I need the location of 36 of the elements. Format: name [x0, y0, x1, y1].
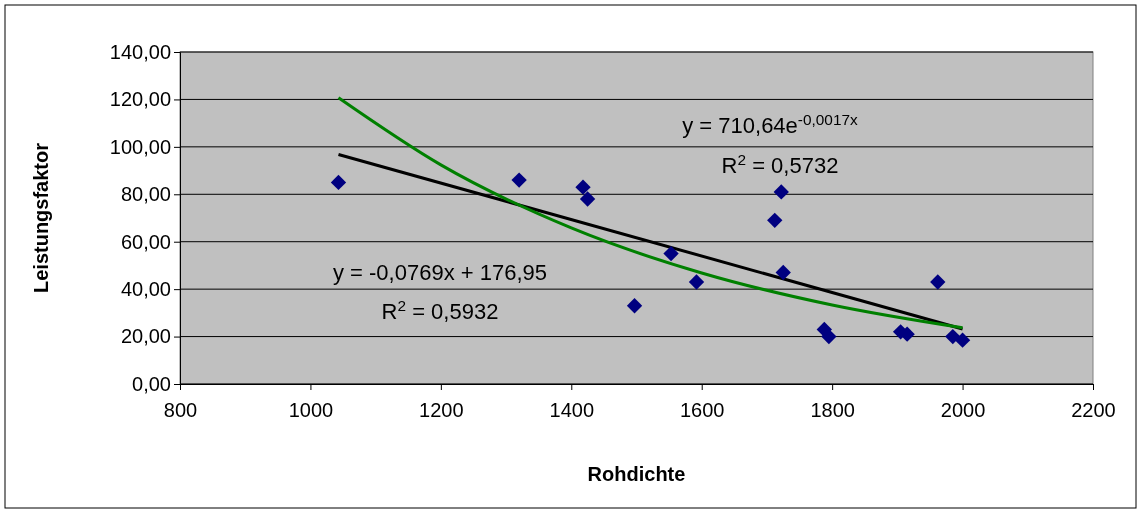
y-tick-label: 100,00 — [109, 135, 171, 158]
y-tick-label: 80,00 — [120, 183, 171, 206]
annotation: R$^{2}$ = 0,5732 — [721, 150, 839, 178]
point — [773, 184, 789, 200]
point — [954, 332, 971, 348]
x-tick-label: 800 — [163, 399, 198, 421]
y-tick-label: 40,00 — [120, 278, 171, 301]
point — [821, 328, 837, 345]
y-tick-label: 120,00 — [109, 88, 171, 111]
point — [575, 179, 591, 195]
point — [626, 298, 643, 314]
x-tick-label: 1400 — [549, 399, 595, 421]
x-axis-title: Rohdichte — [587, 463, 686, 485]
annotation: y = -0,0769x + 176,95 — [332, 260, 548, 285]
annotation: R$^{2}$ = 0,5932 — [381, 296, 499, 324]
x-tick-label: 1800 — [810, 399, 855, 421]
point — [579, 191, 596, 207]
point — [511, 172, 527, 188]
point — [930, 274, 946, 290]
point — [688, 274, 705, 290]
x-tick-label: 2000 — [940, 399, 986, 421]
y-axis-title: Leistungsfaktor — [30, 142, 52, 294]
y-tick-label: 140,00 — [109, 40, 171, 63]
point — [663, 245, 679, 262]
x-tick-label: 1000 — [288, 399, 334, 421]
x-tick-label: 1600 — [679, 399, 725, 421]
point — [775, 264, 791, 281]
point — [767, 212, 783, 229]
x-tick-label: 2200 — [1071, 399, 1116, 421]
x-tick-label: 1200 — [419, 399, 464, 421]
annotation: y = 710,64e$^{-0,0017x}$ — [682, 110, 859, 138]
point — [330, 174, 347, 191]
y-tick-label: 0,00 — [132, 372, 171, 395]
y-tick-label: 60,00 — [120, 230, 171, 253]
point — [945, 328, 961, 345]
y-tick-label: 20,00 — [120, 325, 171, 348]
